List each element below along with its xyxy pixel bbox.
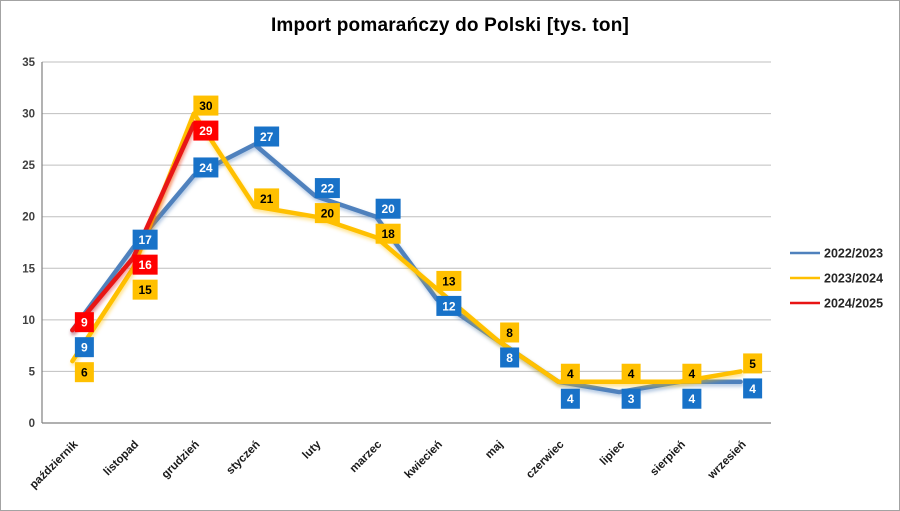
data-label-2023/2024: 21 (260, 192, 274, 206)
y-tick-label: 10 (22, 315, 35, 327)
x-tick-label: marzec (348, 438, 385, 475)
data-label-box-2022/2023 (375, 198, 401, 219)
y-tick-label: 15 (22, 263, 35, 275)
y-tick-label: 25 (22, 160, 35, 172)
data-label-box-2023/2024 (193, 95, 219, 116)
data-label-2022/2023: 27 (260, 130, 274, 144)
x-tick-label: lipiec (598, 438, 628, 468)
data-label-2023/2024: 4 (567, 367, 574, 381)
y-tick-label: 20 (22, 212, 35, 224)
legend-label-2022/2023: 2022/2023 (824, 247, 883, 261)
data-label-2022/2023: 4 (567, 392, 574, 406)
x-tick-label: styczeń (224, 439, 262, 477)
data-label-box-2022/2023 (254, 126, 280, 147)
data-label-box-2022/2023 (436, 295, 462, 316)
data-label-box-2022/2023 (682, 388, 702, 409)
data-label-box-2024/2025 (193, 120, 219, 141)
data-label-2022/2023: 9 (81, 341, 88, 355)
data-label-box-2023/2024 (743, 353, 763, 374)
legend-label-2024/2025: 2024/2025 (824, 297, 883, 311)
y-tick-label: 35 (22, 57, 35, 69)
data-label-box-2022/2023 (193, 157, 219, 178)
data-label-box-2023/2024 (254, 188, 280, 209)
x-tick-label: maj (483, 439, 506, 462)
data-label-2022/2023: 3 (628, 392, 635, 406)
data-label-box-2023/2024 (436, 270, 462, 291)
data-label-2023/2024: 15 (138, 283, 152, 297)
data-label-box-2023/2024 (375, 223, 401, 244)
y-tick-label: 30 (22, 109, 35, 121)
data-label-box-2023/2024 (500, 322, 520, 343)
x-tick-label: listopad (102, 439, 142, 479)
data-label-box-2022/2023 (74, 337, 94, 358)
data-label-2023/2024: 6 (81, 366, 88, 380)
x-tick-label: sierpień (648, 439, 688, 479)
data-label-box-2024/2025 (132, 254, 158, 275)
data-label-2024/2025: 9 (81, 316, 88, 330)
data-label-box-2022/2023 (560, 388, 580, 409)
data-label-2022/2023: 12 (442, 299, 456, 313)
chart-title: Import pomarańczy do Polski [tys. ton] (270, 15, 630, 36)
x-tick-label: grudzień (160, 439, 202, 481)
data-label-box-2022/2023 (500, 347, 520, 368)
x-tick-label: wrzesień (705, 439, 749, 483)
y-tick-label: 5 (29, 366, 36, 378)
data-label-box-2024/2025 (74, 312, 94, 333)
data-label-2023/2024: 20 (321, 207, 335, 221)
data-label-box-2022/2023 (621, 388, 641, 409)
data-label-box-2022/2023 (314, 178, 340, 199)
data-label-2023/2024: 5 (749, 357, 756, 371)
data-label-box-2023/2024 (560, 363, 580, 384)
series-line-2023/2024 (70, 111, 743, 384)
data-label-2023/2024: 4 (628, 367, 635, 381)
data-label-2022/2023: 4 (749, 382, 756, 396)
x-tick-label: luty (301, 438, 324, 461)
data-label-2022/2023: 8 (506, 351, 513, 365)
data-label-2022/2023: 24 (199, 161, 213, 175)
data-label-2024/2025: 16 (138, 258, 152, 272)
data-label-box-2023/2024 (132, 279, 158, 300)
data-label-box-2023/2024 (314, 203, 340, 224)
x-tick-label: październik (28, 438, 81, 491)
data-label-2023/2024: 18 (381, 227, 395, 241)
x-tick-label: kwiecień (403, 439, 445, 481)
legend-label-2023/2024: 2023/2024 (824, 272, 883, 286)
data-label-2022/2023: 4 (689, 392, 696, 406)
data-label-2023/2024: 8 (506, 326, 513, 340)
data-label-2023/2024: 13 (442, 274, 456, 288)
y-tick-label: 0 (29, 418, 35, 430)
data-label-2023/2024: 4 (689, 367, 696, 381)
data-label-2023/2024: 30 (199, 99, 213, 113)
data-label-box-2023/2024 (74, 362, 94, 383)
data-label-2022/2023: 17 (138, 233, 152, 247)
data-label-2022/2023: 22 (321, 182, 335, 196)
data-label-box-2023/2024 (621, 363, 641, 384)
data-label-box-2022/2023 (743, 378, 763, 399)
data-label-2022/2023: 20 (381, 202, 395, 216)
data-label-box-2023/2024 (682, 363, 702, 384)
x-tick-label: czerwiec (524, 438, 567, 481)
data-label-box-2022/2023 (132, 229, 158, 250)
data-label-2024/2025: 29 (199, 124, 213, 138)
